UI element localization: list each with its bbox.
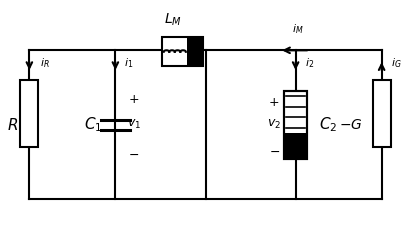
Text: $i_1$: $i_1$: [125, 56, 134, 70]
Text: $i_G$: $i_G$: [390, 56, 402, 70]
Text: $L_M$: $L_M$: [164, 12, 182, 28]
Text: $C_2$: $C_2$: [319, 116, 337, 134]
Text: $-G$: $-G$: [339, 118, 363, 132]
Bar: [187, 37, 203, 67]
Text: $v_1$: $v_1$: [127, 118, 141, 131]
Text: $v_2$: $v_2$: [267, 118, 281, 131]
Text: $+$: $+$: [268, 96, 280, 109]
Text: $+$: $+$: [128, 94, 139, 106]
Text: $-$: $-$: [268, 145, 279, 158]
Bar: [284, 133, 307, 159]
Bar: [373, 80, 390, 147]
Text: $C_1$: $C_1$: [84, 116, 102, 134]
Text: $R$: $R$: [7, 117, 18, 133]
Text: $-$: $-$: [128, 148, 139, 161]
Text: $i_M$: $i_M$: [292, 22, 303, 36]
Bar: [21, 80, 38, 147]
Bar: [284, 91, 307, 159]
Bar: [162, 37, 203, 67]
Bar: [284, 91, 307, 159]
Bar: [162, 37, 203, 67]
Text: $i_R$: $i_R$: [39, 56, 49, 70]
Text: $i_2$: $i_2$: [305, 56, 314, 70]
